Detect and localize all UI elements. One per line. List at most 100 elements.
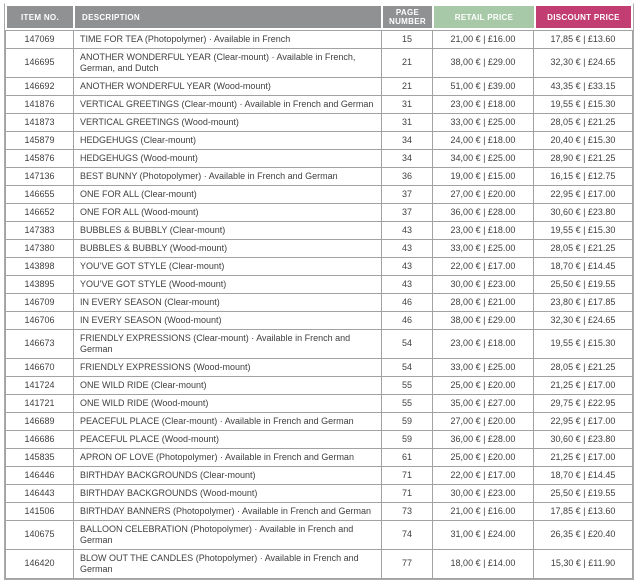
description-cell: FRIENDLY EXPRESSIONS (Clear-mount) · Ava… — [73, 329, 382, 359]
table-row: 146709 IN EVERY SEASON (Clear-mount) 46 … — [5, 293, 633, 312]
table-row: 141506 BIRTHDAY BANNERS (Photopolymer) ·… — [5, 502, 633, 521]
column-header-page-number: PAGE NUMBER — [383, 6, 432, 28]
description-cell: IN EVERY SEASON (Wood-mount) — [73, 311, 382, 330]
page-number-cell: 34 — [381, 149, 433, 168]
table-row: 143895 YOU’VE GOT STYLE (Wood-mount) 43 … — [5, 275, 633, 294]
discount-price-cell: 28,05 € | £21.25 — [533, 113, 633, 132]
item-no-cell: 145835 — [5, 448, 74, 467]
page-number-cell: 36 — [381, 167, 433, 186]
discount-price-cell: 23,80 € | £17.85 — [533, 293, 633, 312]
item-no-cell: 146692 — [5, 77, 74, 96]
description-cell: BEST BUNNY (Photopolymer) · Available in… — [73, 167, 382, 186]
column-header-discount-price: DISCOUNT PRICE — [536, 6, 631, 28]
description-cell: PEACEFUL PLACE (Clear-mount) · Available… — [73, 412, 382, 431]
discount-price-cell: 16,15 € | £12.75 — [533, 167, 633, 186]
price-table-body: 147069 TIME FOR TEA (Photopolymer) · Ava… — [5, 30, 633, 579]
page-number-cell: 71 — [381, 484, 433, 503]
discount-price-cell: 19,55 € | £15.30 — [533, 329, 633, 359]
table-row: 141873 VERTICAL GREETINGS (Wood-mount) 3… — [5, 113, 633, 132]
item-no-cell: 146689 — [5, 412, 74, 431]
description-cell: ANOTHER WONDERFUL YEAR (Clear-mount) · A… — [73, 48, 382, 78]
description-cell: VERTICAL GREETINGS (Clear-mount) · Avail… — [73, 95, 382, 114]
retail-price-cell: 24,00 € | £18.00 — [432, 131, 534, 150]
page-number-cell: 15 — [381, 30, 433, 49]
item-no-cell: 146673 — [5, 329, 74, 359]
retail-price-cell: 36,00 € | £28.00 — [432, 430, 534, 449]
retail-price-cell: 34,00 € | £25.00 — [432, 149, 534, 168]
retail-price-cell: 18,00 € | £14.00 — [432, 549, 534, 579]
description-cell: BIRTHDAY BACKGROUNDS (Clear-mount) — [73, 466, 382, 485]
item-no-cell: 146420 — [5, 549, 74, 579]
discount-price-cell: 43,35 € | £33.15 — [533, 77, 633, 96]
discount-price-cell: 32,30 € | £24.65 — [533, 311, 633, 330]
table-row: 146652 ONE FOR ALL (Wood-mount) 37 36,00… — [5, 203, 633, 222]
retail-price-cell: 38,00 € | £29.00 — [432, 48, 534, 78]
discount-price-cell: 28,05 € | £21.25 — [533, 239, 633, 258]
price-table: ITEM NO. DESCRIPTION PAGE NUMBER RETAIL … — [4, 3, 634, 580]
item-no-cell: 147136 — [5, 167, 74, 186]
discount-price-cell: 20,40 € | £15.30 — [533, 131, 633, 150]
discount-price-cell: 22,95 € | £17.00 — [533, 185, 633, 204]
page-number-cell: 43 — [381, 257, 433, 276]
retail-price-cell: 23,00 € | £18.00 — [432, 329, 534, 359]
page-number-cell: 34 — [381, 131, 433, 150]
discount-price-cell: 32,30 € | £24.65 — [533, 48, 633, 78]
page-number-cell: 54 — [381, 329, 433, 359]
retail-price-cell: 27,00 € | £20.00 — [432, 412, 534, 431]
item-no-cell: 146706 — [5, 311, 74, 330]
item-no-cell: 145876 — [5, 149, 74, 168]
discount-price-cell: 21,25 € | £17.00 — [533, 376, 633, 395]
retail-price-cell: 23,00 € | £18.00 — [432, 221, 534, 240]
table-row: 146446 BIRTHDAY BACKGROUNDS (Clear-mount… — [5, 466, 633, 485]
item-no-cell: 147069 — [5, 30, 74, 49]
retail-price-cell: 28,00 € | £21.00 — [432, 293, 534, 312]
discount-price-cell: 15,30 € | £11.90 — [533, 549, 633, 579]
page-number-cell: 43 — [381, 239, 433, 258]
table-row: 146670 FRIENDLY EXPRESSIONS (Wood-mount)… — [5, 358, 633, 377]
page-number-cell: 71 — [381, 466, 433, 485]
retail-price-cell: 22,00 € | £17.00 — [432, 466, 534, 485]
discount-price-cell: 19,55 € | £15.30 — [533, 95, 633, 114]
page-number-cell: 43 — [381, 275, 433, 294]
description-cell: BUBBLES & BUBBLY (Wood-mount) — [73, 239, 382, 258]
discount-price-cell: 21,25 € | £17.00 — [533, 448, 633, 467]
page-number-cell: 61 — [381, 448, 433, 467]
retail-price-cell: 33,00 € | £25.00 — [432, 358, 534, 377]
page-number-cell: 37 — [381, 185, 433, 204]
description-cell: BIRTHDAY BANNERS (Photopolymer) · Availa… — [73, 502, 382, 521]
table-row: 145835 APRON OF LOVE (Photopolymer) · Av… — [5, 448, 633, 467]
description-cell: BALLOON CELEBRATION (Photopolymer) · Ava… — [73, 520, 382, 550]
page-number-cell: 73 — [381, 502, 433, 521]
table-row: 147069 TIME FOR TEA (Photopolymer) · Ava… — [5, 30, 633, 49]
description-cell: HEDGEHUGS (Wood-mount) — [73, 149, 382, 168]
item-no-cell: 146686 — [5, 430, 74, 449]
description-cell: IN EVERY SEASON (Clear-mount) — [73, 293, 382, 312]
page-number-cell: 77 — [381, 549, 433, 579]
description-cell: ONE WILD RIDE (Wood-mount) — [73, 394, 382, 413]
item-no-cell: 146709 — [5, 293, 74, 312]
page-number-cell: 21 — [381, 77, 433, 96]
table-row: 146673 FRIENDLY EXPRESSIONS (Clear-mount… — [5, 329, 633, 359]
page-number-cell: 55 — [381, 376, 433, 395]
table-row: 146695 ANOTHER WONDERFUL YEAR (Clear-mou… — [5, 48, 633, 78]
table-row: 141876 VERTICAL GREETINGS (Clear-mount) … — [5, 95, 633, 114]
discount-price-cell: 25,50 € | £19.55 — [533, 484, 633, 503]
table-header-row: ITEM NO. DESCRIPTION PAGE NUMBER RETAIL … — [5, 4, 633, 30]
page-number-cell: 21 — [381, 48, 433, 78]
table-row: 145879 HEDGEHUGS (Clear-mount) 34 24,00 … — [5, 131, 633, 150]
retail-price-cell: 36,00 € | £28.00 — [432, 203, 534, 222]
page-number-cell: 37 — [381, 203, 433, 222]
table-row: 143898 YOU’VE GOT STYLE (Clear-mount) 43… — [5, 257, 633, 276]
item-no-cell: 146670 — [5, 358, 74, 377]
description-cell: ANOTHER WONDERFUL YEAR (Wood-mount) — [73, 77, 382, 96]
retail-price-cell: 21,00 € | £16.00 — [432, 502, 534, 521]
column-header-item-no: ITEM NO. — [7, 6, 73, 28]
page-number-cell: 46 — [381, 293, 433, 312]
item-no-cell: 141506 — [5, 502, 74, 521]
table-row: 146689 PEACEFUL PLACE (Clear-mount) · Av… — [5, 412, 633, 431]
page-number-cell: 31 — [381, 95, 433, 114]
page-number-cell: 43 — [381, 221, 433, 240]
page-number-cell: 54 — [381, 358, 433, 377]
item-no-cell: 141724 — [5, 376, 74, 395]
